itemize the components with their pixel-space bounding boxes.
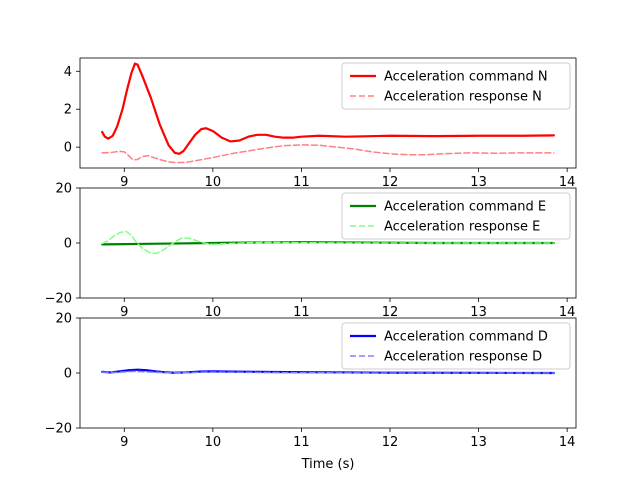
- legend-box: [341, 322, 571, 370]
- y-tick-label: 20: [55, 312, 72, 327]
- legend-entry-response-n: Acceleration response N: [384, 90, 542, 105]
- series-line-response-d: [101, 370, 555, 374]
- x-tick-label: 10: [205, 305, 222, 320]
- x-tick-label: 13: [470, 435, 487, 450]
- legend-box: [341, 62, 571, 110]
- x-tick-label: 11: [293, 175, 310, 190]
- x-tick-label: 9: [120, 305, 128, 320]
- x-tick-label: 13: [470, 175, 487, 190]
- legend-e: Acceleration command E Acceleration respo…: [341, 192, 571, 240]
- legend-d: Acceleration command D Acceleration respo…: [341, 322, 571, 370]
- x-tick-label: 9: [120, 175, 128, 190]
- legend-n: Acceleration command N Acceleration respo…: [341, 62, 571, 110]
- x-tick-label: 14: [559, 305, 576, 320]
- legend-entry-response-e: Acceleration response E: [384, 220, 540, 235]
- y-tick-label: 0: [64, 237, 72, 252]
- x-tick-label: 14: [559, 435, 576, 450]
- x-tick-label: 12: [382, 305, 399, 320]
- x-axis-label: Time (s): [301, 457, 355, 472]
- x-tick-label: 11: [293, 435, 310, 450]
- x-tick-label: 13: [470, 305, 487, 320]
- series-line-response-e: [101, 230, 555, 255]
- x-tick-label: 10: [205, 435, 222, 450]
- legend-entry-command-e: Acceleration command E: [384, 200, 546, 215]
- series-line-command-n: [101, 62, 555, 155]
- x-tick-label: 14: [559, 175, 576, 190]
- y-tick-label: −20: [45, 422, 72, 437]
- axes-frame-n: [79, 57, 577, 169]
- series-line-response-n: [101, 144, 555, 164]
- y-tick-label: −20: [45, 292, 72, 307]
- x-tick-label: 10: [205, 175, 222, 190]
- y-tick-label: 0: [64, 141, 72, 156]
- legend-entry-response-d: Acceleration response D: [384, 350, 542, 365]
- y-tick-label: 4: [64, 65, 72, 80]
- legend-entry-command-d: Acceleration command D: [384, 330, 548, 345]
- y-tick-label: 2: [64, 103, 72, 118]
- y-tick-label: 20: [55, 182, 72, 197]
- legend-box: [341, 192, 571, 240]
- x-tick-label: 12: [382, 435, 399, 450]
- x-tick-label: 11: [293, 305, 310, 320]
- legend-entry-command-n: Acceleration command N: [384, 70, 548, 85]
- x-tick-label: 12: [382, 175, 399, 190]
- y-tick-label: 0: [64, 367, 72, 382]
- x-tick-label: 9: [120, 435, 128, 450]
